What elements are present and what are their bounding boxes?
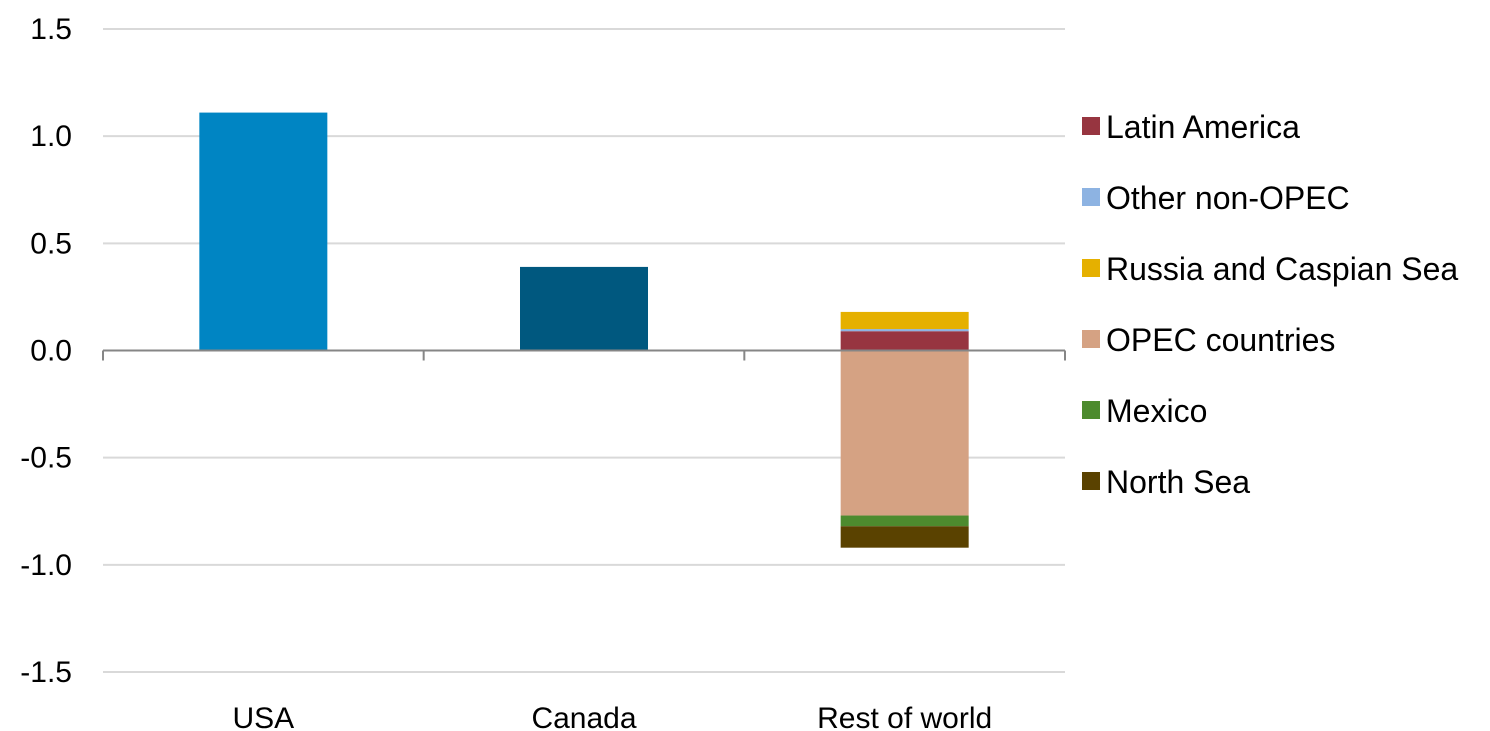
legend-label: North Sea (1106, 464, 1250, 500)
x-tick-label: Rest of world (817, 702, 992, 731)
legend-label: OPEC countries (1106, 322, 1335, 358)
y-tick-label: 1.5 (30, 13, 72, 46)
x-tick-label: Canada (531, 702, 636, 731)
legend-swatch (1082, 117, 1100, 135)
bar-segment-russia-and-caspian-sea (840, 311, 969, 330)
legend-label: Mexico (1106, 393, 1207, 429)
legend-swatch (1082, 330, 1100, 348)
x-axis-tick-labels: USA Canada Rest of world (232, 702, 992, 731)
legend-label: Russia and Caspian Sea (1106, 251, 1458, 287)
x-tick-label: USA (232, 702, 294, 731)
bar-canada (520, 266, 648, 351)
y-tick-label: -1.0 (20, 549, 72, 582)
legend-label: Other non-OPEC (1106, 180, 1350, 216)
x-axis (102, 349, 1066, 361)
bar-segment-north-sea (840, 526, 969, 548)
bar-segment-other-non-opec (840, 329, 969, 332)
legend-swatch (1082, 259, 1100, 277)
legend: Latin America Other non-OPEC Russia and Ca… (1082, 109, 1458, 500)
legend-swatch (1082, 401, 1100, 419)
legend-swatch (1082, 188, 1100, 206)
y-axis-tick-labels: 1.5 1.0 0.5 0.0 -0.5 -1.0 -1.5 (20, 13, 72, 689)
y-tick-label: -1.5 (20, 656, 72, 689)
bar-usa (199, 112, 328, 351)
bars (199, 112, 969, 548)
y-tick-label: 1.0 (30, 120, 72, 153)
legend-label: Latin America (1106, 109, 1300, 145)
y-tick-label: 0.5 (30, 227, 72, 260)
bar-segment-mexico (840, 515, 969, 527)
y-tick-label: -0.5 (20, 442, 72, 475)
bar-segment-opec-countries (840, 350, 969, 516)
legend-swatch (1082, 472, 1100, 490)
bar-segment-latin-america (840, 331, 969, 351)
y-tick-label: 0.0 (30, 335, 72, 368)
